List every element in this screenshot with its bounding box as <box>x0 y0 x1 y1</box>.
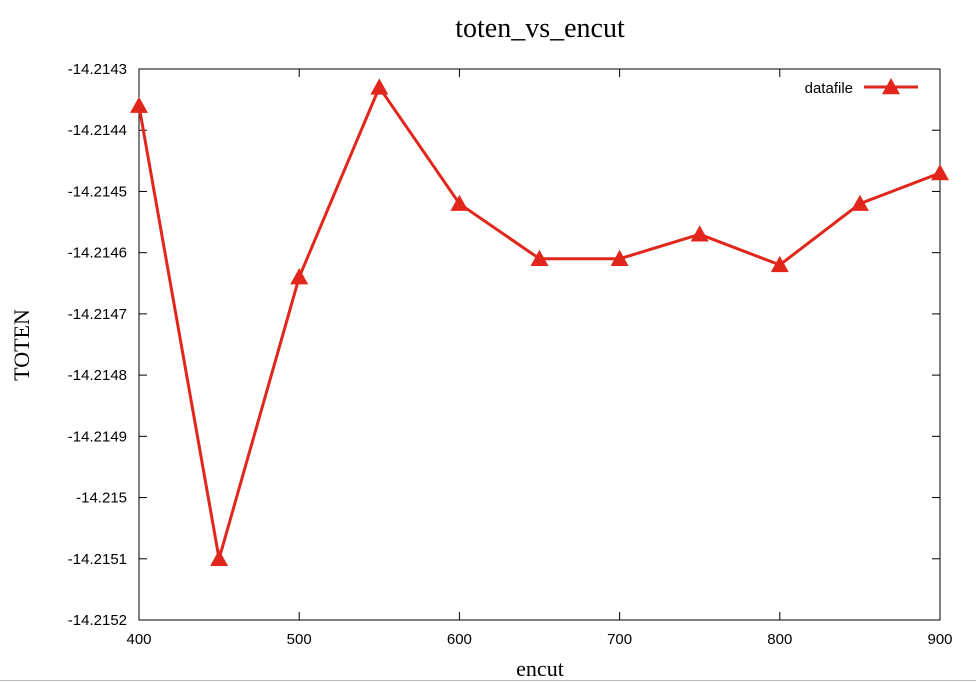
legend-marker <box>882 78 900 95</box>
x-axis-label: encut <box>516 656 564 681</box>
y-tick-label: -14.2143 <box>68 61 127 78</box>
series-layer <box>130 78 949 566</box>
data-point-marker <box>130 96 148 113</box>
x-tick-label: 500 <box>287 631 312 648</box>
legend-label: datafile <box>805 80 853 97</box>
data-point-marker <box>370 78 389 95</box>
data-point-marker <box>850 194 869 211</box>
data-point-marker <box>931 164 949 181</box>
y-tick-label: -14.2152 <box>68 612 127 629</box>
chart-title: toten_vs_encut <box>455 13 625 44</box>
x-tick-label: 800 <box>767 631 792 648</box>
window-bottom-divider <box>0 680 976 681</box>
series-line <box>137 85 941 561</box>
y-tick-label: -14.2149 <box>68 428 127 445</box>
y-tick-label: -14.2145 <box>68 183 127 200</box>
legend: datafile <box>805 78 918 97</box>
y-tick-label: -14.215 <box>76 490 127 507</box>
ticks: 400 500 600 700 800 900 -14.2152 -14.2151 -14.21… <box>68 61 953 648</box>
y-tick-label: -14.2147 <box>68 306 127 323</box>
data-point-marker <box>690 225 709 242</box>
data-point-marker <box>530 249 549 266</box>
y-tick-label: -14.2144 <box>68 122 127 139</box>
data-point-marker <box>210 549 229 566</box>
axes <box>138 68 941 621</box>
data-point-marker <box>450 194 469 211</box>
y-tick-label: -14.2151 <box>68 551 127 568</box>
y-axis-label: TOTEN <box>9 309 34 381</box>
plot-border <box>138 68 941 621</box>
x-tick-label: 700 <box>607 631 632 648</box>
x-tick-label: 400 <box>126 631 151 648</box>
data-point-marker <box>290 268 309 285</box>
data-point-marker <box>770 255 789 273</box>
y-tick-label: -14.2148 <box>68 367 127 384</box>
x-tick-label: 600 <box>447 631 472 648</box>
y-tick-label: -14.2146 <box>68 245 127 262</box>
x-tick-label: 900 <box>927 631 952 648</box>
data-point-marker <box>610 249 629 266</box>
